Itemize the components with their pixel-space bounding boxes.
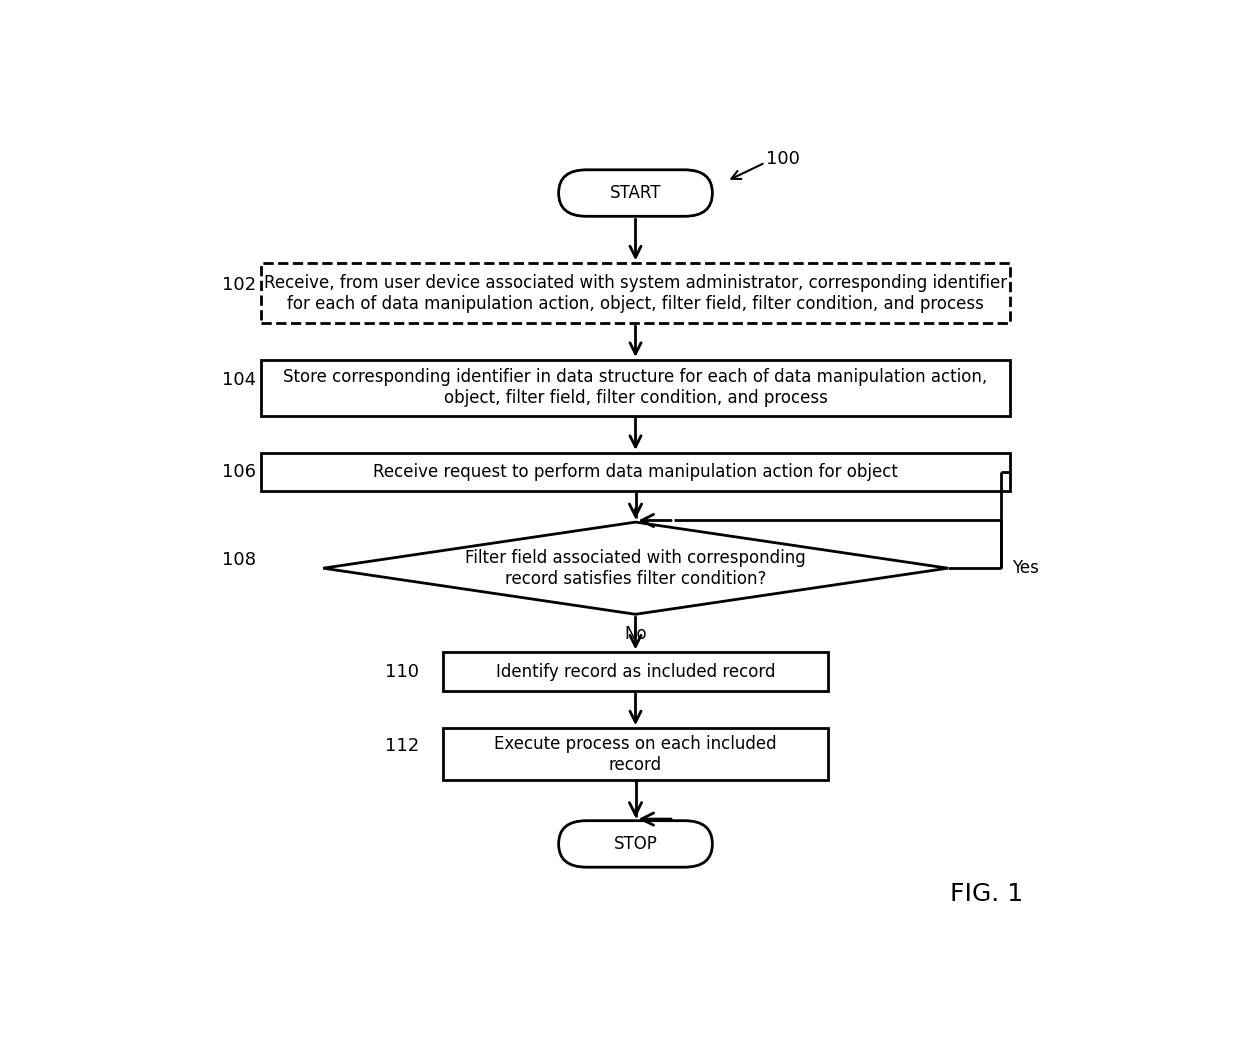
Text: FIG. 1: FIG. 1 [950,883,1023,907]
Text: 104: 104 [222,371,255,389]
Text: 112: 112 [386,737,419,755]
Bar [444,653,828,691]
Text: No: No [624,626,647,643]
Text: 106: 106 [222,463,255,481]
Text: Receive, from user device associated with system administrator, corresponding id: Receive, from user device associated wit… [264,274,1007,312]
Text: Execute process on each included
record: Execute process on each included record [495,735,776,773]
Text: 110: 110 [386,662,419,681]
Bar [260,453,1011,491]
Text: Receive request to perform data manipulation action for object: Receive request to perform data manipula… [373,463,898,481]
Bar [260,263,1011,324]
Bar [260,360,1011,416]
Text: 100: 100 [766,150,800,168]
Text: START: START [610,184,661,202]
Text: 108: 108 [222,551,255,569]
Polygon shape [324,523,947,614]
Bar [444,728,828,780]
Text: Filter field associated with corresponding
record satisfies filter condition?: Filter field associated with correspondi… [465,549,806,587]
FancyBboxPatch shape [558,820,712,867]
Text: Identify record as included record: Identify record as included record [496,662,775,681]
FancyBboxPatch shape [558,170,712,217]
Text: STOP: STOP [614,835,657,853]
Text: Yes: Yes [1012,559,1039,577]
Text: Store corresponding identifier in data structure for each of data manipulation a: Store corresponding identifier in data s… [284,369,987,407]
Text: 102: 102 [222,276,255,295]
